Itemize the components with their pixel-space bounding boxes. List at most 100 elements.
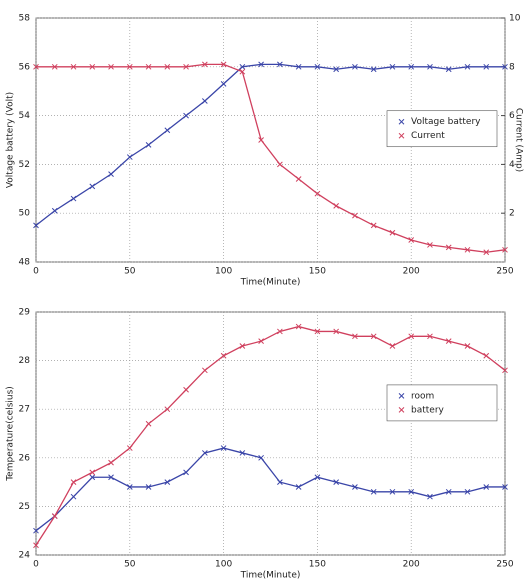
x-tick-label: 100 [215,560,232,570]
data-point [464,246,471,253]
plot-area [35,311,506,556]
data-point [483,352,490,359]
data-point [427,242,433,248]
data-point [295,176,302,182]
legend-marker [398,407,405,413]
y-tick-label: 52 [19,160,30,170]
data-point [108,63,114,70]
data-point [126,154,133,160]
data-point [126,445,133,451]
data-point [70,63,77,70]
data-point [239,450,246,456]
data-point [164,127,171,134]
data-point [220,61,227,68]
y2-tick-label: 4 [509,160,515,170]
data-point [445,488,452,495]
y2-tick-label: 6 [509,111,515,121]
data-point [333,203,340,209]
data-point [145,484,152,490]
data-point [183,386,189,393]
data-point [445,66,452,73]
y-axis-label: Voltage battery (Volt) [6,92,16,188]
data-point [33,222,39,229]
x-tick-label: 50 [124,267,136,277]
data-point [164,479,171,485]
y-tick-label: 50 [19,209,31,219]
data-point [295,323,302,330]
x-tick-label: 150 [309,267,326,277]
y2-tick-label: 2 [509,209,515,219]
x-tick-label: 250 [496,560,513,570]
data-point [408,237,415,243]
data-point [352,212,358,219]
data-point [277,161,283,168]
data-point [277,479,283,485]
data-point [201,450,208,456]
data-point [126,484,133,490]
series-line [35,325,506,546]
data-point [220,352,227,359]
data-point [370,66,377,73]
data-point [183,469,189,476]
data-point [258,137,264,143]
data-point [333,479,340,485]
data-point [295,63,302,70]
data-point [164,63,171,70]
x-tick-label: 200 [403,267,420,277]
data-point [89,183,96,190]
data-point [389,343,396,349]
data-point [333,66,340,73]
data-point [220,445,227,451]
data-point [70,479,77,485]
x-tick-label: 150 [309,560,326,570]
y-tick-label: 26 [19,453,31,463]
data-point [464,488,471,495]
y-axis-label: Temperature(celsius) [6,386,16,482]
data-point [258,454,264,461]
data-point [502,367,508,374]
data-point [108,474,114,481]
data-point [427,493,433,500]
data-point [408,488,415,495]
legend-marker [398,132,405,139]
data-point [145,142,152,148]
y-tick-label: 27 [19,405,30,415]
data-point [70,195,77,202]
data-point [201,61,208,68]
legend-marker [398,118,405,125]
legend-label: room [411,391,434,401]
x-axis-label: Time(Minute) [240,571,301,581]
data-point [370,222,377,229]
data-point [277,328,283,335]
data-point [370,333,377,340]
data-point [89,469,96,476]
data-point [370,488,377,495]
y-tick-label: 28 [19,356,31,366]
data-point [389,229,396,236]
x-axis-label: Time(Minute) [240,278,301,288]
data-point [314,474,321,481]
x-tick-label: 0 [33,267,39,277]
data-point [502,246,508,253]
x-tick-label: 250 [496,267,513,277]
data-point [502,484,508,490]
data-point [445,244,452,251]
data-point [239,343,246,349]
legend-box [386,384,498,422]
data-point [314,328,321,335]
data-point [33,542,39,549]
data-point [201,98,208,104]
y2-tick-label: 8 [509,62,515,72]
series-line [35,63,505,226]
data-point [314,63,321,70]
data-point [33,527,39,534]
data-point [51,207,58,214]
data-point [108,459,114,466]
data-point [183,112,189,119]
x-tick-label: 100 [215,267,232,277]
legend-label: battery [411,405,445,415]
data-point [427,333,433,340]
y2-tick-label: 10 [509,14,521,24]
data-point [33,63,39,70]
